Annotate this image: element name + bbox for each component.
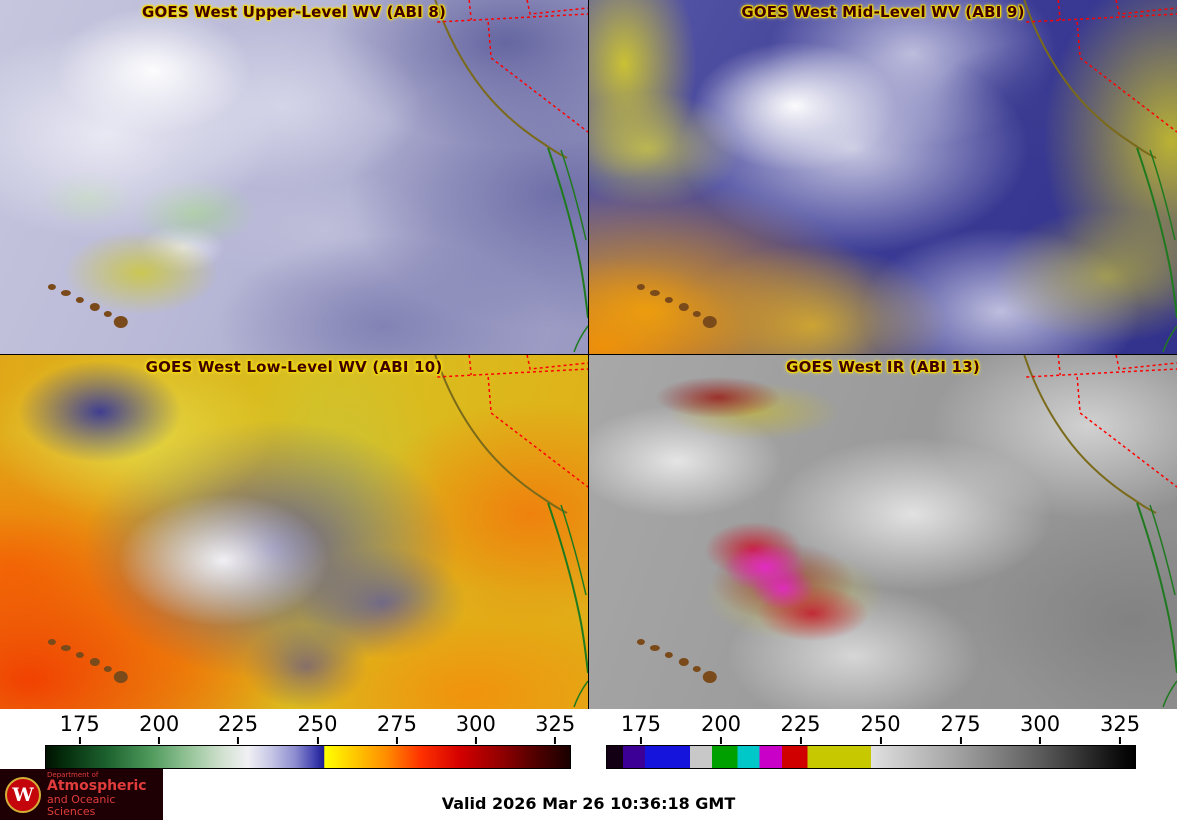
tick-175: 175 [621, 711, 661, 744]
panel-upper-level-wv[interactable]: GOES West Upper-Level WV (ABI 8) [0, 0, 588, 354]
panel-mid-level-wv[interactable]: GOES West Mid-Level WV (ABI 9) [589, 0, 1177, 354]
tick-225: 225 [780, 711, 821, 744]
tick-300: 300 [456, 711, 496, 744]
tick-175: 175 [60, 711, 100, 744]
tick-200: 200 [139, 711, 179, 744]
logo-line2: Atmospheric [47, 778, 147, 795]
wv-colorbar: 175 200 225 250 275 300 325 [45, 711, 575, 769]
tick-200: 200 [701, 711, 741, 744]
wv-colorbar-ticks: 175 200 225 250 275 300 325 [45, 711, 575, 745]
map-overlay [46, 355, 588, 708]
logo-line3: and Oceanic Sciences [47, 792, 116, 818]
panel-title-ir: GOES West IR (ABI 13) [786, 358, 980, 376]
wv-colorbar-strip [45, 745, 571, 769]
quad-panel-grid: GOES West Upper-Level WV (ABI 8) GOES We… [0, 0, 1177, 709]
satellite-image-ir [589, 355, 1177, 709]
panel-title-upper-wv: GOES West Upper-Level WV (ABI 8) [141, 3, 447, 21]
valid-time-label: Valid 2026 Mar 26 10:36:18 GMT [441, 794, 736, 813]
tick-250: 250 [297, 711, 338, 744]
satellite-image-upper-level-wv [0, 0, 588, 354]
uw-crest-icon: W [5, 776, 41, 813]
tick-250: 250 [860, 711, 901, 744]
map-overlay [635, 0, 1177, 353]
tick-275: 275 [377, 711, 417, 744]
satellite-image-mid-level-wv [589, 0, 1177, 354]
ir-colorbar: 175 200 225 250 275 300 325 [606, 711, 1140, 769]
logo-text: Department of Atmospheric and Oceanic Sc… [47, 770, 163, 818]
uw-aos-logo[interactable]: W Department of Atmospheric and Oceanic … [0, 769, 163, 820]
panel-low-level-wv[interactable]: GOES West Low-Level WV (ABI 10) [0, 355, 588, 709]
map-overlay [635, 355, 1177, 708]
panel-ir[interactable]: GOES West IR (ABI 13) [589, 355, 1177, 709]
tick-300: 300 [1020, 711, 1060, 744]
tick-325: 325 [1100, 711, 1140, 744]
ir-colorbar-strip [606, 745, 1136, 769]
panel-title-low-wv: GOES West Low-Level WV (ABI 10) [145, 358, 443, 376]
satellite-image-low-level-wv [0, 355, 588, 709]
tick-225: 225 [218, 711, 258, 744]
tick-325: 325 [535, 711, 575, 744]
crest-letter: W [12, 783, 34, 806]
tick-275: 275 [941, 711, 981, 744]
ir-colorbar-ticks: 175 200 225 250 275 300 325 [606, 711, 1140, 745]
panel-title-mid-wv: GOES West Mid-Level WV (ABI 9) [741, 3, 1025, 21]
map-overlay [46, 0, 588, 353]
logo-line1: Department of [47, 770, 99, 779]
